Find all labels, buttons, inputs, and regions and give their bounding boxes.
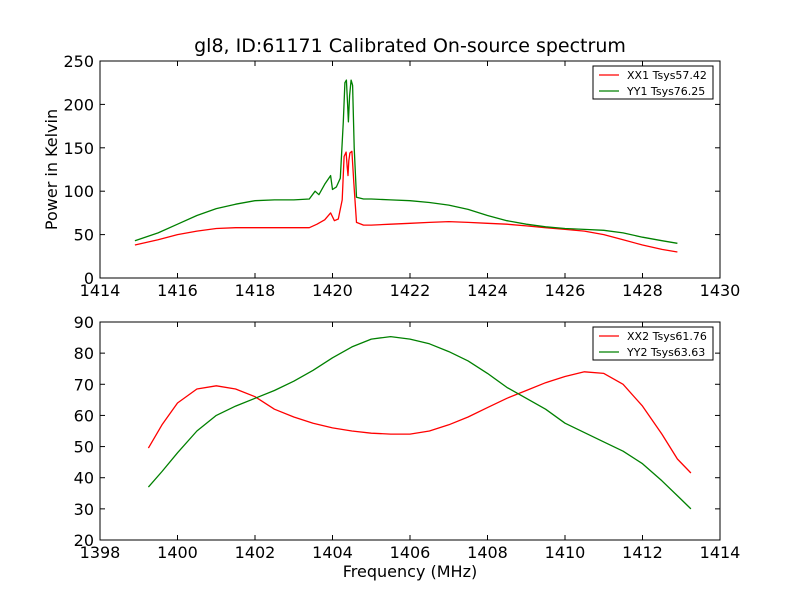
legend-label-1: XX1 Tsys57.42 — [627, 69, 707, 82]
x-tick-label: 1422 — [390, 281, 431, 300]
series-line-2 — [134, 79, 678, 244]
y-axis-label: Power in Kelvin — [42, 109, 61, 230]
y-tick-label: 70 — [74, 375, 94, 394]
x-tick-label: 1410 — [545, 543, 586, 562]
y-tick-label: 30 — [74, 500, 94, 519]
x-tick-label: 1412 — [622, 543, 663, 562]
x-tick-label: 1414 — [80, 281, 121, 300]
x-tick-label: 1416 — [157, 281, 198, 300]
legend: XX1 Tsys57.42 YY1 Tsys76.25 — [592, 65, 714, 100]
legend-box — [592, 326, 714, 361]
top-spectrum-plot: 1414 1416 1418 1420 1422 1424 1426 1428 1430 0 50 1… — [42, 52, 740, 300]
x-tick-label: 1398 — [80, 543, 121, 562]
x-axis-label: Frequency (MHz) — [343, 562, 477, 581]
series-line-2 — [147, 335, 692, 510]
x-tick-label: 1430 — [700, 281, 741, 300]
x-tick-label: 1400 — [157, 543, 198, 562]
y-tick-label: 200 — [63, 95, 94, 114]
y-tick-label: 50 — [74, 226, 94, 245]
y-tick-label: 40 — [74, 469, 94, 488]
x-tick-label: 1426 — [545, 281, 586, 300]
x-tick-label: 1406 — [390, 543, 431, 562]
x-tick-label: 1418 — [235, 281, 276, 300]
legend: XX2 Tsys61.76 YY2 Tsys63.63 — [592, 326, 714, 361]
y-tick-label: 250 — [63, 52, 94, 71]
legend-label-1: XX2 Tsys61.76 — [627, 330, 707, 343]
x-tick-label: 1408 — [467, 543, 508, 562]
x-tick-label: 1402 — [235, 543, 276, 562]
x-tick-label: 1404 — [312, 543, 353, 562]
legend-label-2: YY2 Tsys63.63 — [626, 346, 705, 359]
y-tick-label: 100 — [63, 182, 94, 201]
x-tick-label: 1424 — [467, 281, 508, 300]
x-tick-label: 1414 — [700, 543, 741, 562]
x-tick-label: 1428 — [622, 281, 663, 300]
bottom-spectrum-plot: 1398 1400 1402 1404 1406 1408 1410 1412 1414 20 30… — [74, 313, 741, 581]
y-tick-label: 20 — [74, 531, 94, 550]
y-tick-label: 60 — [74, 406, 94, 425]
x-tick-label: 1420 — [312, 281, 353, 300]
series-line-1 — [147, 371, 692, 474]
legend-label-2: YY1 Tsys76.25 — [626, 85, 705, 98]
y-tick-label: 150 — [63, 139, 94, 158]
y-tick-label: 0 — [84, 269, 94, 288]
chart-title: gl8, ID:61171 Calibrated On-source spect… — [194, 35, 626, 57]
series-line-1 — [134, 150, 678, 253]
y-tick-label: 80 — [74, 344, 94, 363]
y-tick-label: 50 — [74, 438, 94, 457]
legend-box — [592, 65, 714, 100]
y-tick-label: 90 — [74, 313, 94, 332]
